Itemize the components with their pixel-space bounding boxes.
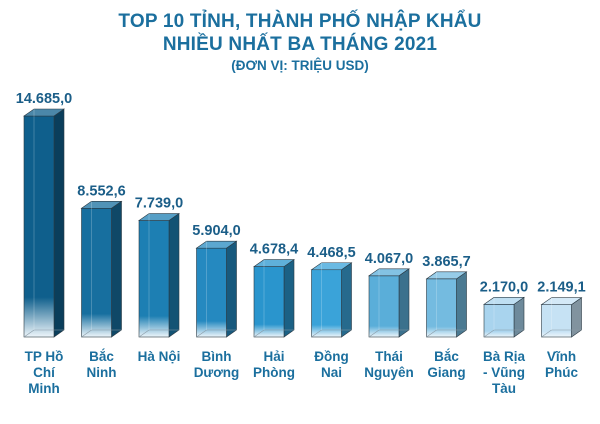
category-label-4-line-2: Dương [194, 365, 240, 380]
bar-side-4 [226, 240, 237, 338]
value-label-10: 2.149,1 [537, 280, 585, 296]
bar-base-edge-2 [81, 329, 122, 338]
bar-side-2 [111, 200, 122, 338]
bar-base-edge-6 [311, 329, 352, 338]
bar-base-edge-1 [23, 329, 64, 338]
chart-title-line-2: NHIỀU NHẤT BA THÁNG 2021 [162, 34, 438, 55]
bar-top-2 [80, 200, 123, 209]
value-label-1: 14.685,0 [16, 91, 72, 107]
value-label-9: 2.170,0 [480, 279, 528, 295]
value-label-2: 8.552,6 [77, 183, 125, 199]
value-label-3: 7.739,0 [135, 196, 183, 212]
category-label-9-line-1: Bà Rịa [483, 349, 526, 364]
value-label-6: 4.468,5 [307, 245, 355, 261]
chart-unit: (ĐƠN VỊ: TRIỆU USD) [231, 58, 369, 73]
category-label-2-line-1: Bắc [89, 349, 114, 364]
bar-base-edge-7 [368, 329, 409, 338]
category-label-9-line-3: Tàu [492, 381, 516, 396]
bar-side-6 [341, 262, 352, 338]
bar-side-7 [398, 268, 410, 338]
value-label-4: 5.904,0 [192, 223, 240, 239]
bar-top-9 [483, 297, 525, 305]
category-label-1-line-3: Minh [28, 381, 60, 396]
bar-top-4 [195, 240, 238, 249]
bar-top-6 [310, 262, 353, 271]
bar-base-edge-3 [138, 329, 179, 338]
bar-group-3: 7.739,0 Hà Nội [135, 196, 183, 364]
category-label-5-line-1: Hải [263, 349, 284, 364]
chart-title-block: TOP 10 TỈNH, THÀNH PHỐ NHẬP KHẨU NHIỀU N… [0, 10, 600, 75]
bar-top-7 [368, 268, 410, 277]
bar-base-edge-10 [541, 329, 582, 338]
bar-4 [196, 247, 227, 338]
bar-5 [253, 266, 285, 338]
bar-base-edge-4 [196, 329, 237, 338]
bar-1 [23, 115, 55, 338]
category-label-8-line-1: Bắc [434, 349, 459, 364]
category-label-2-line-2: Ninh [87, 365, 117, 380]
bar-base-edge-5 [253, 329, 294, 338]
category-label-1-line-1: TP Hồ [25, 349, 64, 364]
bar-side-8 [456, 271, 467, 338]
category-label-8-line-2: Giang [427, 365, 465, 380]
category-label-10-line-2: Phúc [545, 365, 578, 380]
bar-top-5 [253, 259, 295, 267]
category-label-10-line-1: Vĩnh [547, 349, 576, 364]
bar-side-5 [283, 259, 295, 338]
bar-2 [81, 207, 112, 338]
category-label-1-line-2: Chí [33, 365, 56, 380]
bar-6 [311, 269, 342, 338]
bar-top-3 [138, 213, 180, 221]
category-label-3-line-1: Hà Nội [138, 349, 181, 364]
bar-side-1 [53, 108, 65, 338]
category-label-4-line-1: Bình [202, 349, 232, 364]
value-label-8: 3.865,7 [422, 254, 470, 270]
bar-side-3 [168, 212, 180, 338]
category-label-6-line-1: Đồng [314, 349, 349, 364]
bar-10 [541, 304, 572, 338]
category-label-5-line-2: Phòng [253, 365, 295, 380]
bar-base-edge-8 [426, 329, 467, 338]
bar-top-8 [425, 271, 468, 280]
category-label-6-line-2: Nai [321, 365, 342, 380]
category-label-7-line-1: Thái [375, 349, 403, 364]
bar-9 [483, 304, 515, 338]
bar-3 [138, 220, 170, 338]
value-label-5: 4.678,4 [250, 242, 298, 258]
bar-8 [426, 278, 457, 338]
bar-7 [368, 275, 400, 338]
chart-title-line-1: TOP 10 TỈNH, THÀNH PHỐ NHẬP KHẨU [118, 11, 482, 32]
bar-base-edge-9 [483, 329, 524, 338]
bar-top-1 [23, 108, 65, 117]
bar-top-10 [540, 297, 583, 305]
category-label-7-line-2: Nguyên [364, 365, 414, 380]
category-label-9-line-2: - Vũng [483, 365, 525, 380]
value-label-7: 4.067,0 [365, 251, 413, 267]
